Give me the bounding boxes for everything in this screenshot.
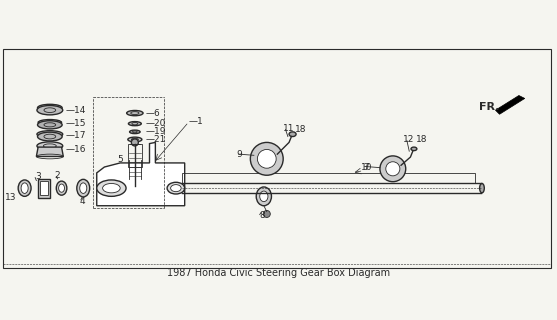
Circle shape: [386, 162, 400, 176]
Polygon shape: [97, 142, 185, 206]
Ellipse shape: [129, 122, 141, 126]
Text: 4: 4: [79, 196, 85, 205]
Ellipse shape: [256, 187, 271, 206]
Ellipse shape: [38, 120, 62, 125]
Text: —21: —21: [145, 135, 166, 144]
Bar: [37, 179, 51, 197]
Text: 7: 7: [364, 163, 369, 172]
Text: 2: 2: [54, 171, 60, 180]
Polygon shape: [36, 147, 63, 156]
Bar: [40, 181, 48, 195]
Ellipse shape: [37, 106, 63, 115]
Ellipse shape: [126, 110, 143, 116]
Circle shape: [380, 156, 405, 182]
Ellipse shape: [102, 183, 120, 193]
Text: —15: —15: [66, 119, 86, 128]
Ellipse shape: [260, 191, 268, 202]
Circle shape: [131, 139, 138, 146]
Polygon shape: [495, 95, 525, 114]
Text: —16: —16: [66, 145, 86, 154]
Circle shape: [250, 142, 283, 175]
Ellipse shape: [167, 182, 185, 194]
Text: 5: 5: [118, 156, 123, 164]
Ellipse shape: [130, 130, 140, 134]
Ellipse shape: [97, 180, 126, 196]
Ellipse shape: [21, 183, 28, 193]
Ellipse shape: [37, 132, 62, 141]
Text: 12: 12: [403, 135, 415, 144]
Ellipse shape: [56, 181, 67, 195]
Text: FR.: FR.: [480, 102, 500, 112]
Text: 9: 9: [236, 150, 242, 159]
Ellipse shape: [80, 183, 87, 193]
Ellipse shape: [37, 131, 63, 138]
Circle shape: [263, 211, 270, 218]
Ellipse shape: [58, 184, 65, 192]
Ellipse shape: [480, 183, 484, 193]
Ellipse shape: [170, 185, 181, 192]
Text: 18: 18: [295, 125, 306, 134]
Ellipse shape: [411, 147, 417, 151]
Text: 10: 10: [360, 163, 372, 172]
Ellipse shape: [37, 104, 62, 111]
Text: 3: 3: [35, 172, 41, 181]
Text: —19: —19: [145, 127, 166, 136]
Ellipse shape: [37, 142, 63, 150]
Text: 13: 13: [4, 193, 16, 202]
Text: 18: 18: [416, 135, 428, 144]
Text: 8: 8: [259, 211, 265, 220]
Text: —20: —20: [145, 119, 166, 128]
Ellipse shape: [77, 179, 90, 197]
Text: —14: —14: [66, 106, 86, 115]
Text: 1987 Honda Civic Steering Gear Box Diagram: 1987 Honda Civic Steering Gear Box Diagr…: [167, 268, 390, 277]
Bar: [128, 144, 142, 167]
Text: —1: —1: [189, 117, 203, 126]
Circle shape: [257, 149, 276, 168]
Ellipse shape: [18, 180, 31, 196]
Ellipse shape: [128, 137, 142, 142]
Text: —17: —17: [66, 131, 86, 140]
Text: —6: —6: [145, 108, 160, 117]
Ellipse shape: [289, 132, 296, 137]
Ellipse shape: [37, 121, 62, 129]
Text: 11: 11: [283, 124, 295, 133]
